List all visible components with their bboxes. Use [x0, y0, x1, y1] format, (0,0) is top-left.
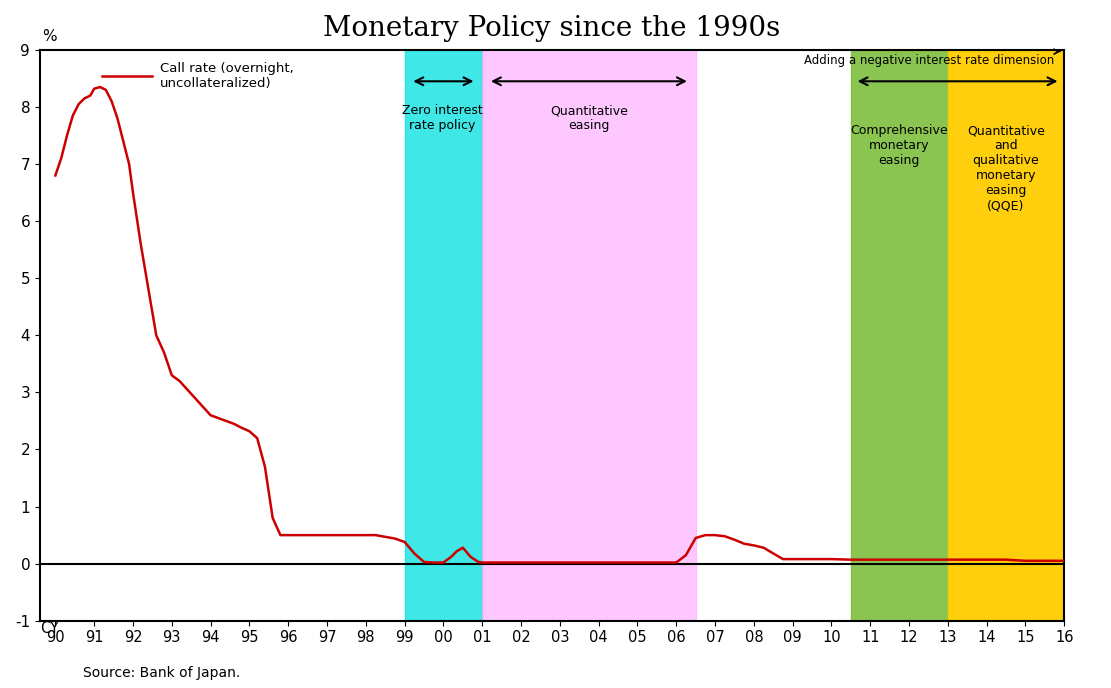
- Bar: [404, 50, 482, 621]
- Text: Call rate (overnight,
uncollateralized): Call rate (overnight, uncollateralized): [160, 62, 294, 89]
- Bar: [482, 50, 695, 621]
- Text: Source: Bank of Japan.: Source: Bank of Japan.: [83, 666, 241, 680]
- Text: Quantitative
and
qualitative
monetary
easing
(QQE): Quantitative and qualitative monetary ea…: [967, 124, 1045, 212]
- Bar: [851, 50, 948, 621]
- Title: Monetary Policy since the 1990s: Monetary Policy since the 1990s: [323, 15, 781, 42]
- Text: Quantitative
easing: Quantitative easing: [550, 104, 628, 132]
- Text: CY: CY: [41, 621, 60, 636]
- Text: Comprehensive
monetary
easing: Comprehensive monetary easing: [851, 124, 948, 167]
- Text: Zero interest
rate policy: Zero interest rate policy: [402, 104, 482, 132]
- Text: %: %: [42, 29, 57, 44]
- Text: Adding a negative interest rate dimension: Adding a negative interest rate dimensio…: [804, 50, 1060, 67]
- Bar: [948, 50, 1064, 621]
